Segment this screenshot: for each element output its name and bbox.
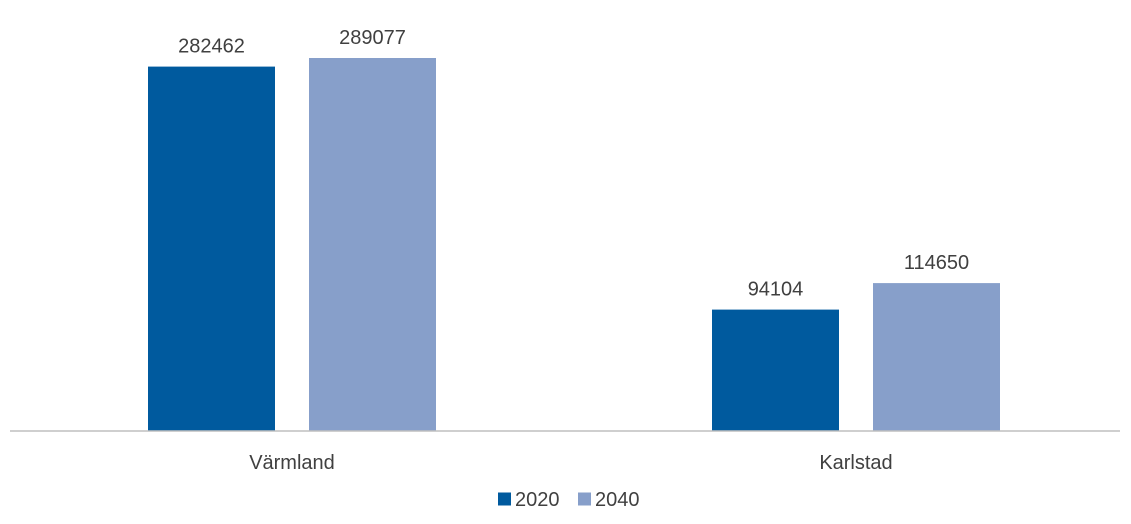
- data-label-värmland-2040: 289077: [339, 27, 406, 49]
- data-label-värmland-2020: 282462: [178, 36, 245, 58]
- legend-item-2020: 2020: [498, 489, 560, 511]
- data-label-karlstad-2020: 94104: [748, 279, 804, 301]
- bar-karlstad-2040: [873, 283, 1000, 431]
- bars-layer: [148, 58, 1000, 431]
- data-label-karlstad-2040: 114650: [904, 252, 969, 274]
- legend-label-2040: 2040: [595, 489, 640, 511]
- category-label-värmland: Värmland: [249, 452, 335, 474]
- bar-karlstad-2020: [712, 309, 839, 431]
- category-labels-layer: Värmland Karlstad: [249, 452, 892, 474]
- category-label-karlstad: Karlstad: [819, 452, 892, 474]
- data-labels-layer: 282462 289077 94104 114650: [178, 27, 969, 301]
- bar-värmland-2040: [309, 58, 436, 431]
- bar-värmland-2020: [148, 66, 275, 431]
- legend: 2020 2040: [498, 489, 640, 511]
- legend-swatch-2020: [498, 492, 511, 506]
- legend-label-2020: 2020: [515, 489, 560, 511]
- legend-item-2040: 2040: [578, 489, 640, 511]
- legend-swatch-2040: [578, 492, 591, 506]
